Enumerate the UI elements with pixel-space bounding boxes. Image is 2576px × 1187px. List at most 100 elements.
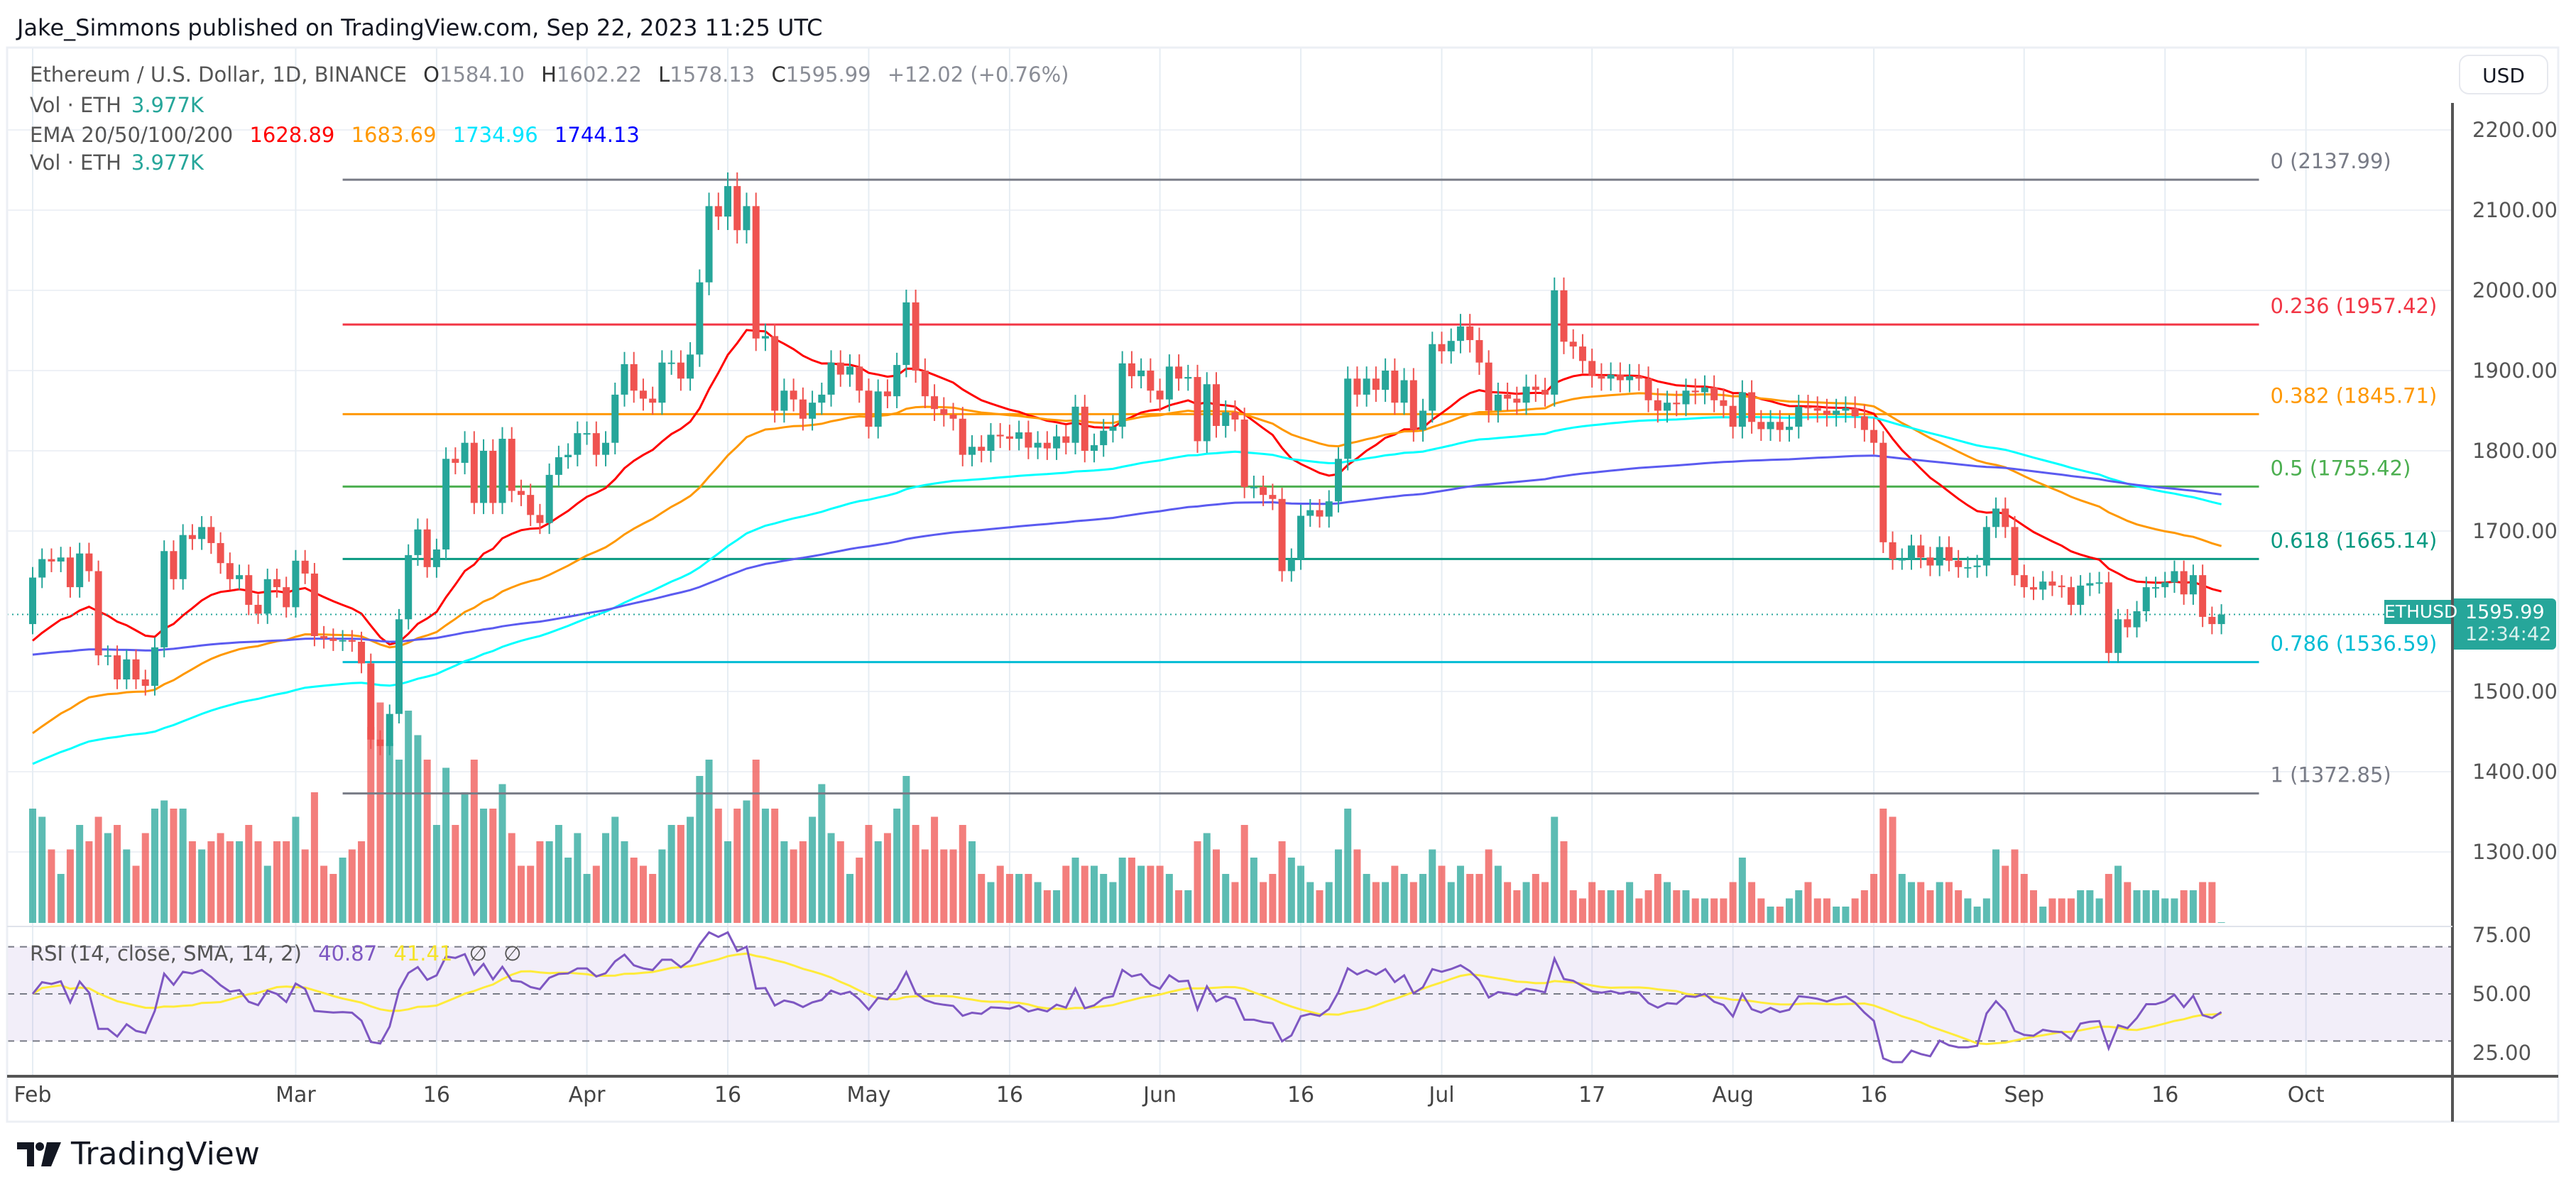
candle-body	[1260, 486, 1267, 496]
volume-bar	[987, 882, 995, 923]
volume-bar	[2180, 890, 2188, 923]
volume-bar	[301, 849, 309, 923]
time-tick-label: Oct	[2288, 1083, 2325, 1107]
candle-body	[1908, 545, 1915, 559]
candle-body	[743, 206, 751, 231]
symbol-title[interactable]: Ethereum / U.S. Dollar, 1D, BINANCE	[30, 62, 407, 87]
candle-body	[1429, 344, 1436, 411]
price-tick-label: 2200.00	[2472, 118, 2558, 142]
volume-bar	[1626, 882, 1634, 923]
candle-body	[329, 638, 337, 641]
candle-body	[1212, 384, 1220, 426]
ema200-value: 1744.13	[554, 123, 640, 147]
candle-body	[1532, 386, 1539, 390]
volume-bar	[1447, 882, 1455, 923]
low-value: 1578.13	[670, 62, 755, 87]
volume-bar	[292, 816, 300, 923]
volume-bar	[893, 809, 901, 923]
candle-body	[780, 390, 788, 411]
volume-bar	[1400, 874, 1408, 923]
volume-bar	[2048, 898, 2056, 923]
close-value: 1595.99	[785, 62, 871, 87]
volume-bar	[1691, 898, 1699, 923]
symbol-price-tag: ETHUSD	[2384, 600, 2457, 624]
volume-bar	[883, 833, 891, 923]
candle-body	[1344, 378, 1352, 459]
candle-body	[2114, 619, 2122, 653]
volume-bar	[498, 784, 506, 923]
candle-body	[1419, 410, 1427, 430]
candle-body	[2171, 571, 2178, 583]
candle-body	[883, 391, 891, 397]
volume-bar	[658, 849, 666, 923]
volume-legend[interactable]: Vol · ETH 3.977K	[30, 93, 214, 117]
candle-body	[1100, 430, 1108, 446]
candle-body	[1964, 567, 1972, 569]
rsi-line	[31, 931, 2222, 1063]
volume-bar	[1673, 890, 1681, 923]
candle-body	[2011, 527, 2019, 576]
rsi-legend[interactable]: RSI (14, close, SMA, 14, 2) 40.87 41.41 …	[30, 941, 531, 966]
volume-bar	[508, 833, 515, 923]
volume-bar	[639, 865, 647, 923]
volume-bar	[1945, 882, 1953, 923]
volume-bar	[1992, 849, 2000, 923]
volume-bar	[630, 858, 638, 923]
candle-body	[1626, 376, 1634, 381]
rsi-value: 40.87	[318, 941, 378, 966]
volume-bar	[1870, 874, 1878, 923]
candle-body	[1710, 387, 1718, 400]
candle-body	[1889, 542, 1896, 559]
volume-bar	[1551, 816, 1559, 923]
ema-legend[interactable]: EMA 20/50/100/200 1628.89 1683.69 1734.9…	[30, 123, 650, 147]
high-label: H	[541, 62, 557, 87]
candle-body	[1926, 557, 1934, 566]
volume-bar	[545, 841, 553, 923]
candle-body	[1569, 341, 1577, 347]
candle-body	[1071, 406, 1079, 443]
close-label: C	[771, 62, 786, 87]
volume-bar	[461, 792, 469, 923]
candle-body	[367, 663, 375, 740]
candle-body	[1973, 565, 1981, 567]
candle-body	[621, 363, 628, 395]
open-value: 1584.10	[440, 62, 525, 87]
candle-body	[57, 557, 65, 562]
candle-body	[442, 459, 450, 549]
currency-button[interactable]: USD	[2459, 55, 2548, 94]
volume-bar	[1372, 882, 1380, 923]
tradingview-logo[interactable]: TradingView	[17, 1136, 260, 1172]
candle-body	[705, 206, 713, 283]
price-tick-label: 2000.00	[2472, 278, 2558, 302]
volume-bar	[1729, 882, 1737, 923]
candle-body	[931, 396, 939, 410]
volume-bars	[29, 702, 2225, 923]
candle-body	[461, 442, 469, 463]
candle-body	[2124, 619, 2132, 628]
candle-body	[1231, 412, 1239, 420]
candle-body	[207, 527, 215, 543]
volume-bar	[555, 825, 562, 923]
rsi-sma-value: 41.41	[393, 941, 453, 966]
candle-body	[968, 447, 976, 455]
candle-body	[1870, 430, 1878, 443]
time-tick-label: Apr	[569, 1083, 606, 1107]
volume-bar	[2199, 882, 2207, 923]
candle-body	[846, 366, 854, 375]
candle-body	[263, 579, 271, 614]
time-tick-label: Aug	[1712, 1083, 1754, 1107]
candle-body	[1673, 403, 1681, 405]
volume-bar	[48, 849, 55, 923]
volume-legend-2[interactable]: Vol · ETH 3.977K	[30, 151, 214, 175]
time-tick-label: Jul	[1427, 1083, 1454, 1107]
candle-body	[790, 390, 797, 400]
volume-bar	[1682, 890, 1690, 923]
candle-body	[1165, 366, 1173, 400]
candle-body	[395, 619, 403, 714]
rsi-tick-label: 50.00	[2472, 982, 2531, 1006]
volume-bar	[1813, 898, 1821, 923]
candle-body	[226, 563, 234, 579]
candle-body	[1738, 392, 1746, 427]
volume-bar	[1287, 858, 1295, 923]
